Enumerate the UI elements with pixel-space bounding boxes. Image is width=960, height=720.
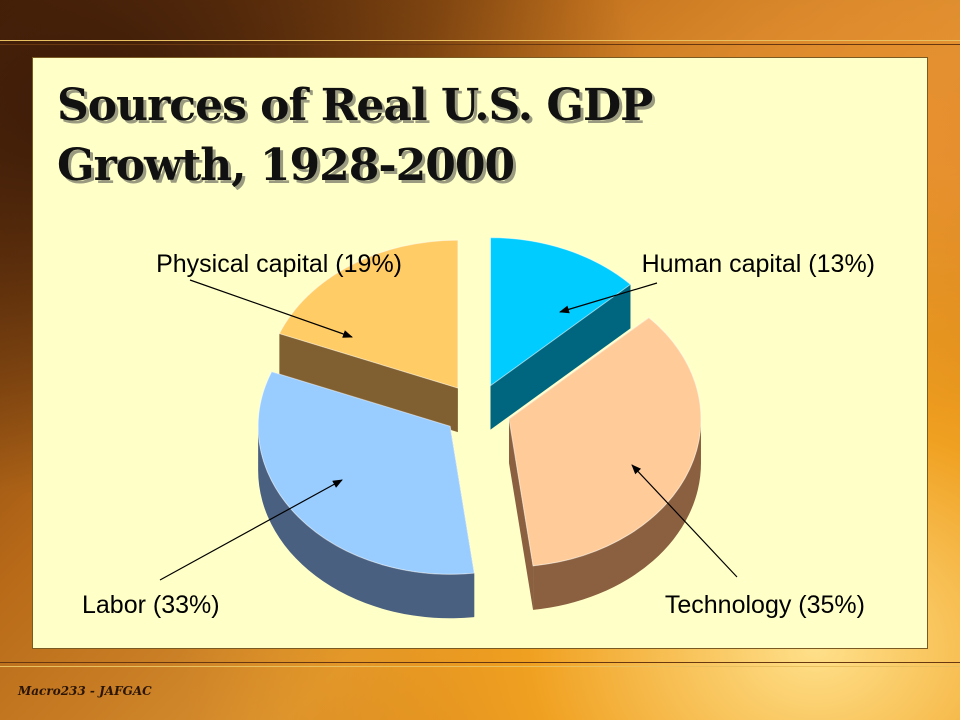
pie-slice [508, 317, 702, 610]
top-rule-dark [0, 44, 960, 45]
pie-slice-top [278, 239, 459, 389]
slice-label-arrow [189, 279, 353, 338]
top-rule [0, 40, 960, 41]
pie-slice-cut [490, 284, 631, 430]
bottom-rule [0, 666, 960, 667]
pie-slices [257, 237, 702, 619]
pie-slice-side [533, 418, 701, 610]
slice-label: Physical capital (19%) [156, 250, 402, 278]
slide-panel: Sources of Real U.S. GDP Growth, 1928-20… [32, 57, 928, 649]
slice-label-arrow [631, 464, 738, 578]
pie-slice-side [258, 426, 475, 619]
slice-label-arrow [559, 282, 658, 314]
slice-label: Labor (33%) [82, 591, 220, 619]
bottom-rule-dark [0, 662, 960, 663]
title-line-2: Growth, 1928-2000 [57, 140, 515, 191]
slice-label: Technology (35%) [665, 591, 865, 619]
pie-slice-top [508, 317, 702, 567]
pie-slice-top [257, 371, 475, 575]
pie-labels: Human capital (13%) Technology (35%) Labor… [82, 250, 875, 619]
slide-title: Sources of Real U.S. GDP Growth, 1928-20… [57, 76, 653, 196]
pie-slice-cut [508, 418, 534, 610]
slide-footer: Macro233 - JAFGAC [18, 684, 152, 698]
title-line-1: Sources of Real U.S. GDP [57, 80, 653, 131]
pie-slice-cut [279, 333, 458, 433]
pie-slice [278, 239, 459, 433]
pie-slice [257, 371, 475, 619]
slice-label-arrow [159, 479, 343, 581]
slice-label: Human capital (13%) [642, 250, 875, 278]
